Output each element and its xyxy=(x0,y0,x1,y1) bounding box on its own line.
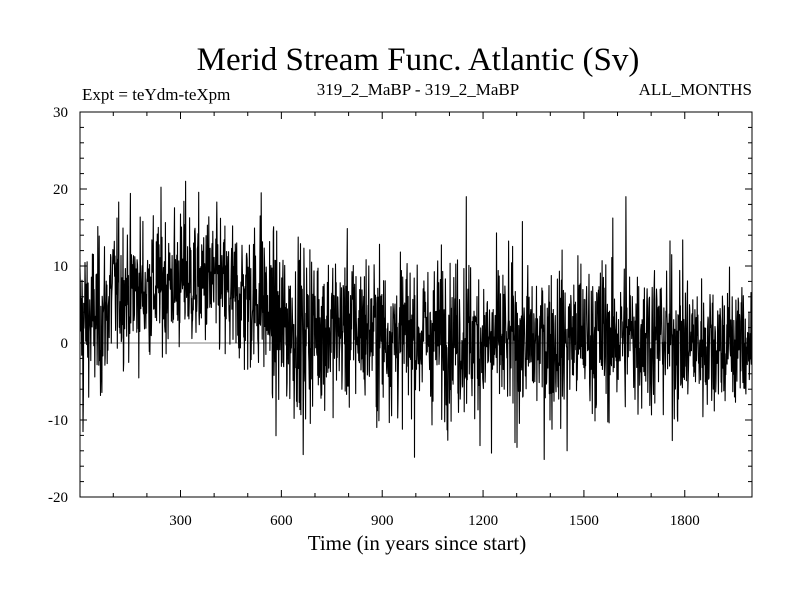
x-tick-label: 600 xyxy=(270,513,293,529)
y-tick-label: -10 xyxy=(48,413,68,429)
plot-frame xyxy=(79,111,753,498)
x-tick-label: 900 xyxy=(371,513,394,529)
x-tick-label: 300 xyxy=(169,513,192,529)
x-axis-label: Time (in years since start) xyxy=(308,531,527,555)
y-tick-label: 20 xyxy=(53,182,68,198)
subtitle-center: 319_2_MaBP - 319_2_MaBP xyxy=(317,80,519,99)
y-tick-label: 30 xyxy=(53,105,68,121)
series-line xyxy=(79,180,753,461)
chart-title: Merid Stream Func. Atlantic (Sv) xyxy=(197,42,640,78)
plot-area: 300 600 900 1200 1500 1800 -20 -10 0 10 20 30 xyxy=(48,105,753,529)
y-tick-label: -20 xyxy=(48,490,68,506)
subtitle-left: Expt = teYdm-teXpm xyxy=(82,85,230,104)
x-tick-label: 1800 xyxy=(670,513,700,529)
y-tick-label: 10 xyxy=(53,259,68,275)
x-tick-label: 1200 xyxy=(468,513,498,529)
y-tick-label: 0 xyxy=(61,336,69,352)
x-tick-label: 1500 xyxy=(569,513,599,529)
subtitle-right: ALL_MONTHS xyxy=(639,80,752,99)
